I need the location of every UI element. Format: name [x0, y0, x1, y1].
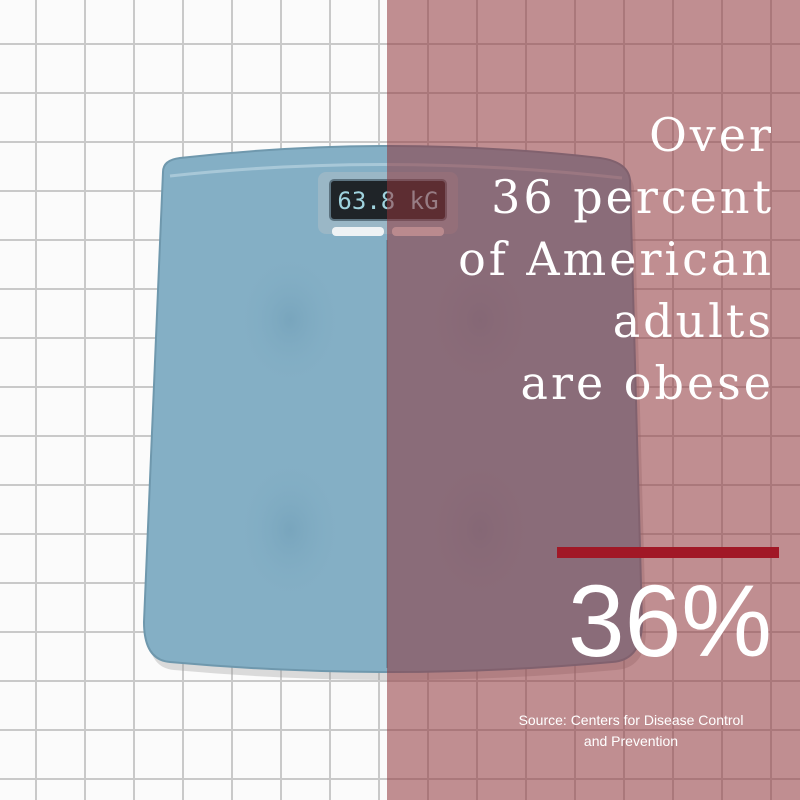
stat-value: 36% — [567, 564, 772, 678]
headline-line-3: of American — [458, 232, 774, 286]
headline-line-2: 36 percent — [491, 170, 774, 224]
footpad-left-bottom — [235, 455, 345, 605]
source-line-1: Source: Centers for Disease Control — [518, 712, 744, 728]
source-line-2: and Prevention — [583, 733, 679, 749]
footpad-left-top — [235, 250, 345, 390]
headline-line-5: are obese — [520, 356, 774, 410]
headline-line-1: Over — [649, 108, 774, 162]
headline-line-4: adults — [612, 294, 774, 348]
scale-button-left — [332, 227, 384, 236]
source-citation: Source: Centers for Disease Control and … — [486, 710, 776, 752]
headline: Over 36 percent of American adults are o… — [458, 104, 774, 414]
accent-divider — [557, 547, 779, 558]
red-overlay-panel — [387, 0, 800, 800]
